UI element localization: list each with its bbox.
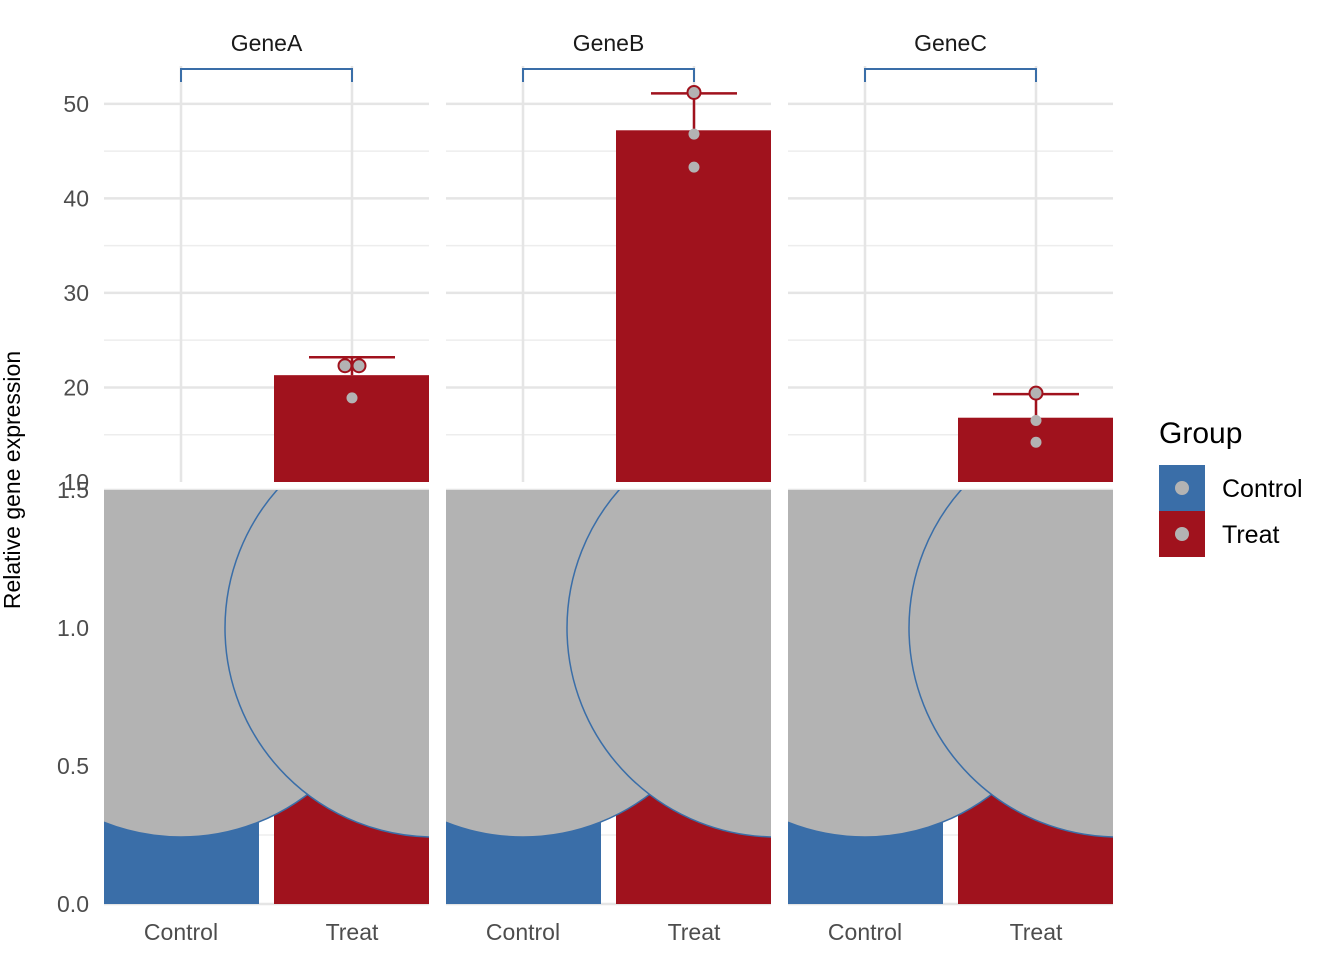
point-GeneB-Treat-1: [688, 128, 700, 140]
x-tick-label-Treat: Treat: [326, 919, 379, 945]
x-tick-label-Treat: Treat: [1010, 919, 1063, 945]
lower-panel-GeneB: [446, 490, 771, 904]
facet-label-GeneC: GeneC: [914, 30, 987, 56]
point-GeneC-Treat-0: [1028, 385, 1044, 401]
y-tick-label-lower: 0.0: [57, 891, 89, 917]
y-tick-label-upper: 30: [63, 280, 89, 306]
x-tick-label-Control: Control: [144, 919, 218, 945]
point-GeneB-Treat-2: [688, 161, 700, 173]
legend-point-Treat: [1175, 527, 1189, 541]
x-tick-label-Control: Control: [486, 919, 560, 945]
significance-bracket-GeneA: [180, 68, 353, 82]
facet-label-GeneA: GeneA: [231, 30, 303, 56]
point-GeneA-Treat-2: [346, 392, 358, 404]
point-large-GeneB-Treat: [566, 490, 771, 838]
point-GeneC-Treat-2: [1030, 436, 1042, 448]
bar-upper-GeneB-Treat: [616, 130, 771, 483]
legend-point-Control: [1175, 481, 1189, 495]
point-GeneA-Treat-1: [351, 358, 367, 374]
y-tick-label-lower: 1.5: [57, 477, 89, 503]
lower-panel-GeneC: [788, 490, 1113, 904]
significance-bracket-GeneC: [864, 68, 1037, 82]
point-GeneB-Treat-0: [686, 84, 702, 100]
x-tick-label-Treat: Treat: [668, 919, 721, 945]
significance-bracket-GeneB: [522, 68, 695, 82]
bar-upper-GeneA-Treat: [274, 375, 429, 482]
facet-label-GeneB: GeneB: [573, 30, 645, 56]
y-tick-label-lower: 0.5: [57, 753, 89, 779]
legend-label-Control: Control: [1222, 475, 1303, 503]
legend-label-Treat: Treat: [1222, 521, 1279, 549]
bar-upper-GeneC-Treat: [958, 417, 1113, 482]
y-axis-title: Relative gene expression: [0, 351, 25, 609]
point-GeneA-Treat-0: [337, 358, 353, 374]
y-tick-label-upper: 20: [63, 374, 89, 400]
y-tick-label-lower: 1.0: [57, 615, 89, 641]
legend-title: Group: [1159, 417, 1242, 450]
point-GeneC-Treat-1: [1030, 415, 1042, 427]
point-large-GeneA-Treat: [224, 490, 429, 838]
x-tick-label-Control: Control: [828, 919, 902, 945]
y-tick-label-upper: 40: [63, 185, 89, 211]
lower-panel-GeneA: [104, 490, 429, 904]
y-tick-label-upper: 50: [63, 91, 89, 117]
point-large-GeneC-Treat: [908, 490, 1113, 838]
y-tick-label-upper: 10: [63, 469, 89, 495]
